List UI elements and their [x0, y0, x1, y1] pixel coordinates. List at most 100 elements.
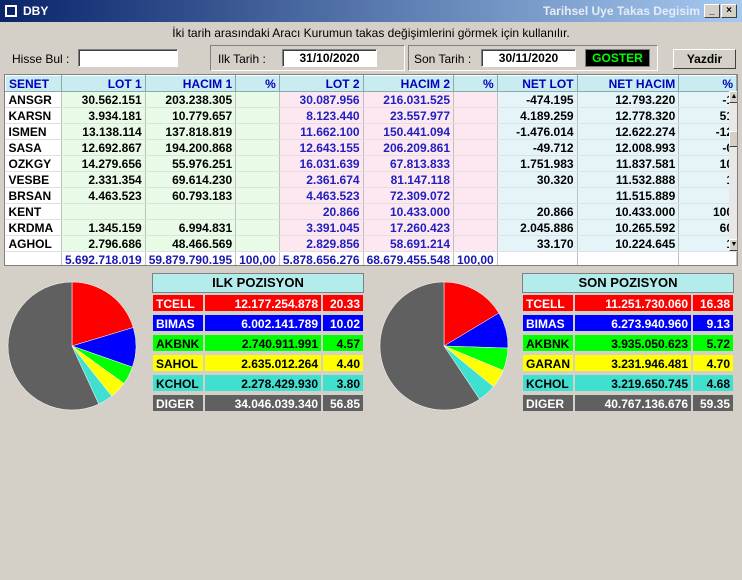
ilk-pozisyon-row: KCHOL 2.278.429.930 3.80	[152, 374, 364, 392]
total-cell	[5, 251, 62, 265]
pozisyon-name: AKBNK	[522, 334, 574, 352]
table-cell: 2.796.686	[61, 235, 146, 252]
table-cell	[453, 187, 498, 204]
ilk-pozisyon-pie	[7, 281, 137, 411]
son-pozisyon-row: TCELL 11.251.730.060 16.38	[522, 294, 734, 312]
column-header[interactable]: LOT 2	[278, 75, 364, 92]
table-cell: 12.622.274	[577, 123, 680, 140]
table-cell	[235, 187, 280, 204]
table-row[interactable]: OZKGY 14.279.656 55.976.251 16.031.639 67.81…	[5, 155, 737, 172]
table-row[interactable]: KRDMA 1.345.159 6.994.831 3.391.045 17.260.4…	[5, 219, 737, 236]
minimize-icon[interactable]: _	[704, 4, 720, 18]
table-row[interactable]: ISMEN 13.138.114 137.818.819 11.662.100 150.…	[5, 123, 737, 140]
column-header[interactable]: %	[453, 75, 498, 92]
table-cell: 4.463.523	[61, 187, 146, 204]
table-row[interactable]: BRSAN 4.463.523 60.793.183 4.463.523 72.309.…	[5, 187, 737, 204]
table-row[interactable]: AGHOL 2.796.686 48.466.569 2.829.856 58.691.…	[5, 235, 737, 252]
table-cell: 3.391.045	[279, 219, 364, 236]
table-cell: 1	[678, 235, 737, 252]
column-header[interactable]: NET LOT	[496, 75, 578, 92]
table-cell	[678, 187, 737, 204]
table-cell: OZKGY	[5, 155, 62, 172]
total-cell	[497, 251, 578, 265]
scroll-down-icon[interactable]: ▼	[729, 239, 737, 251]
table-cell: 20.866	[497, 203, 578, 220]
table-cell: 4.463.523	[279, 187, 364, 204]
pozisyon-pct: 56.85	[322, 394, 364, 412]
table-cell: 69.614.230	[145, 171, 237, 188]
column-header[interactable]: NET HACIM	[576, 75, 680, 92]
pozisyon-pct: 20.33	[322, 294, 364, 312]
table-cell: ANSGR	[5, 91, 62, 108]
table-cell	[235, 203, 280, 220]
table-cell: 20.866	[279, 203, 364, 220]
son-pozisyon-row: DIGER 40.767.136.676 59.35	[522, 394, 734, 412]
table-cell	[235, 123, 280, 140]
table-row[interactable]: ANSGR 30.562.151 203.238.305 30.087.956 216.…	[5, 91, 737, 108]
table-cell: -0	[678, 139, 737, 156]
app-icon	[4, 4, 18, 18]
ilk-tarih-group	[210, 45, 405, 71]
table-cell: 67.813.833	[363, 155, 455, 172]
column-header[interactable]: %	[235, 75, 280, 92]
table-cell	[453, 219, 498, 236]
table-cell: 6.994.831	[145, 219, 237, 236]
table-row[interactable]: VESBE 2.331.354 69.614.230 2.361.674 81.147.…	[5, 171, 737, 188]
column-header[interactable]: HACIM 1	[144, 75, 237, 92]
column-header[interactable]: HACIM 2	[362, 75, 455, 92]
table-cell	[61, 203, 146, 220]
son-pozisyon-row: BIMAS 6.273.940.960 9.13	[522, 314, 734, 332]
table-cell: 48.466.569	[145, 235, 237, 252]
total-cell: 5.878.656.276	[279, 251, 364, 265]
table-cell	[453, 91, 498, 108]
table-cell: 194.200.868	[145, 139, 237, 156]
pozisyon-pct: 4.40	[322, 354, 364, 372]
table-cell: SASA	[5, 139, 62, 156]
table-cell: 2.331.354	[61, 171, 146, 188]
son-pozisyon-title: SON POZISYON	[522, 273, 734, 293]
table-cell: 10.224.645	[577, 235, 680, 252]
table-cell: 1	[678, 171, 737, 188]
table-cell: 12.692.867	[61, 139, 146, 156]
scroll-up-icon[interactable]: ▲	[729, 91, 737, 103]
table-cell	[453, 155, 498, 172]
yazdir-button[interactable]: Yazdir	[673, 49, 736, 69]
hisse-label: Hisse Bul :	[12, 52, 70, 66]
table-cell: 11.837.581	[577, 155, 680, 172]
title-bar: DBY Tarihsel Uye Takas Degisim _ ×	[0, 0, 742, 22]
pozisyon-value: 3.219.650.745	[574, 374, 692, 392]
table-cell	[235, 155, 280, 172]
table-cell: AGHOL	[5, 235, 62, 252]
table-cell: 30.320	[497, 171, 578, 188]
ilk-pozisyon-row: DIGER 34.046.039.340 56.85	[152, 394, 364, 412]
pozisyon-name: GARAN	[522, 354, 574, 372]
table-cell: 16.031.639	[279, 155, 364, 172]
total-cell: 100,00	[453, 251, 498, 265]
column-header[interactable]: LOT 1	[60, 75, 146, 92]
window-title: DBY	[23, 4, 49, 18]
takas-table: SENET LOT 1 HACIM 1% LOT 2 HACIM 2% NET LOT NE…	[4, 74, 738, 266]
table-cell: BRSAN	[5, 187, 62, 204]
table-row[interactable]: KARSN 3.934.181 10.779.657 8.123.440 23.557.…	[5, 107, 737, 124]
close-icon[interactable]: ×	[721, 4, 737, 18]
table-cell: KRDMA	[5, 219, 62, 236]
table-row[interactable]: SASA 12.692.867 194.200.868 12.643.155 206.2…	[5, 139, 737, 156]
son-tarih-input[interactable]: 30/11/2020	[481, 49, 576, 67]
pozisyon-name: TCELL	[522, 294, 574, 312]
table-cell: -12	[678, 123, 737, 140]
table-cell	[453, 203, 498, 220]
column-header[interactable]: %	[678, 75, 737, 92]
table-vscrollbar[interactable]: ▲ ▼	[729, 91, 737, 251]
table-cell: 17.260.423	[363, 219, 455, 236]
pozisyon-value: 12.177.254.878	[204, 294, 322, 312]
pozisyon-pct: 4.68	[692, 374, 734, 392]
pozisyon-name: BIMAS	[522, 314, 574, 332]
ilk-tarih-input[interactable]: 31/10/2020	[282, 49, 377, 67]
column-header[interactable]: SENET	[5, 75, 62, 92]
hisse-input[interactable]	[78, 49, 178, 67]
table-cell: 1.345.159	[61, 219, 146, 236]
table-row[interactable]: KENT 20.866 10.433.000 20.866 10.433.000 100	[5, 203, 737, 220]
goster-button[interactable]: GOSTER	[585, 49, 650, 67]
table-cell: 137.818.819	[145, 123, 237, 140]
scroll-thumb[interactable]	[729, 131, 737, 147]
